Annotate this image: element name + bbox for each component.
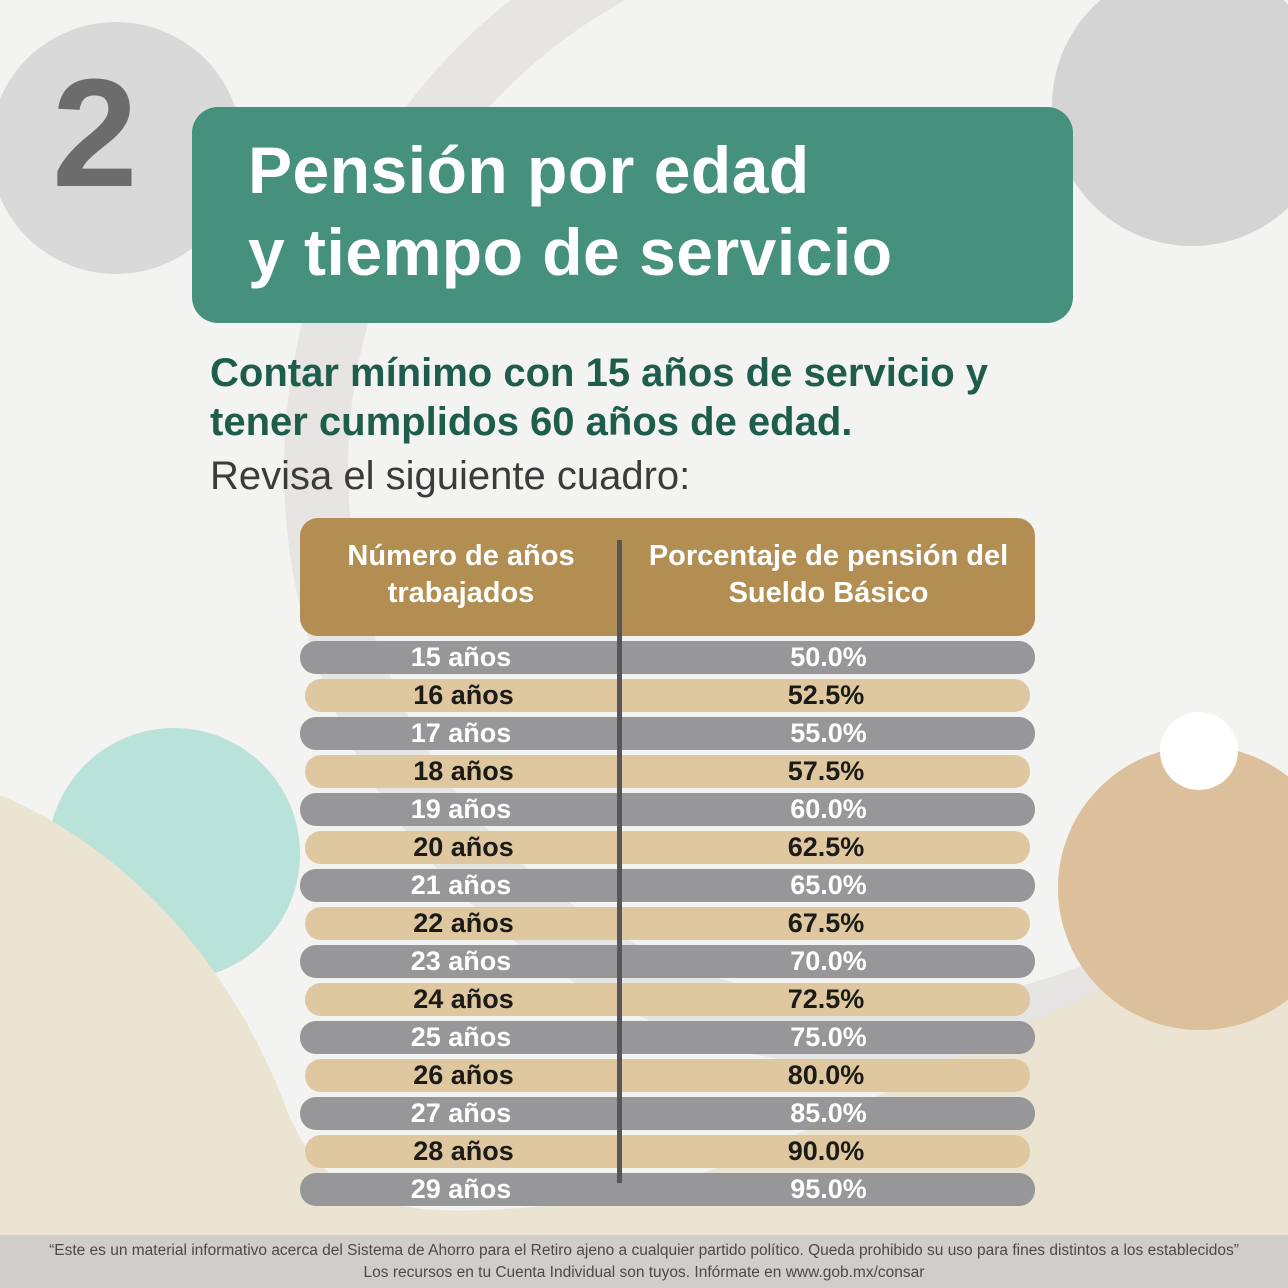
table-row: 15 años 50.0% — [300, 641, 1035, 674]
years-cell: 19 años — [410, 794, 512, 824]
table-row: 22 años 67.5% — [305, 907, 1030, 940]
years-cell: 23 años — [410, 946, 512, 976]
percent-cell: 90.0% — [787, 1136, 865, 1166]
page-title-line-2: y tiempo de servicio — [248, 215, 893, 289]
title-box: Pensión por edad y tiempo de servicio — [192, 107, 1073, 323]
table-row: 23 años 70.0% — [300, 945, 1035, 978]
table-row: 27 años 85.0% — [300, 1097, 1035, 1130]
percent-cell: 70.0% — [790, 946, 867, 976]
years-cell: 29 años — [410, 1174, 512, 1204]
percent-cell: 55.0% — [790, 718, 867, 748]
table-column-divider — [617, 540, 622, 1183]
percent-cell: 95.0% — [790, 1174, 867, 1204]
column-header-years: Número de años trabajados — [347, 540, 575, 609]
column-header-percent: Porcentaje de pensión del Sueldo Básico — [648, 540, 1009, 609]
table-rows: 15 años 50.0% 16 años 52.5% 17 años 55.0… — [300, 641, 1035, 1206]
requirement-text: Contar mínimo con 15 años de servicio y … — [210, 349, 988, 447]
footer-info: Los recursos en tu Cuenta Individual son… — [363, 1264, 925, 1281]
percent-cell: 52.5% — [787, 680, 865, 710]
pension-table: Número de años trabajados Porcentaje de … — [300, 518, 1035, 1206]
instruction-text: Revisa el siguiente cuadro: — [210, 454, 691, 498]
footer-disclaimer: “Este es un material informativo acerca … — [49, 1242, 1239, 1259]
percent-cell: 67.5% — [787, 908, 865, 938]
percent-cell: 72.5% — [787, 984, 865, 1014]
percent-cell: 75.0% — [790, 1022, 867, 1052]
table-row: 28 años 90.0% — [305, 1135, 1030, 1168]
years-cell: 22 años — [413, 908, 514, 938]
years-cell: 25 años — [410, 1022, 512, 1052]
requirement-line-2: tener cumplidos 60 años de edad. — [210, 400, 853, 444]
table-row: 16 años 52.5% — [305, 679, 1030, 712]
table-row: 21 años 65.0% — [300, 869, 1035, 902]
table-row: 26 años 80.0% — [305, 1059, 1030, 1092]
requirement-line-1: Contar mínimo con 15 años de servicio y — [210, 351, 989, 395]
page-title-line-1: Pensión por edad — [248, 133, 810, 207]
percent-cell: 80.0% — [787, 1060, 865, 1090]
years-cell: 28 años — [413, 1136, 514, 1166]
years-cell: 26 años — [413, 1060, 514, 1090]
years-cell: 20 años — [413, 832, 514, 862]
percent-cell: 60.0% — [790, 794, 867, 824]
years-cell: 27 años — [410, 1098, 512, 1128]
years-cell: 15 años — [410, 642, 512, 672]
table-row: 24 años 72.5% — [305, 983, 1030, 1016]
years-cell: 24 años — [413, 984, 514, 1014]
footer-bar: “Este es un material informativo acerca … — [0, 1235, 1288, 1288]
years-cell: 18 años — [413, 756, 514, 786]
percent-cell: 50.0% — [790, 642, 867, 672]
table-header: Número de años trabajados Porcentaje de … — [300, 518, 1035, 636]
table-row: 25 años 75.0% — [300, 1021, 1035, 1054]
table-row: 29 años 95.0% — [300, 1173, 1035, 1206]
years-cell: 16 años — [413, 680, 514, 710]
table-row: 19 años 60.0% — [300, 793, 1035, 826]
percent-cell: 65.0% — [790, 870, 867, 900]
percent-cell: 57.5% — [787, 756, 865, 786]
table-row: 20 años 62.5% — [305, 831, 1030, 864]
years-cell: 21 años — [410, 870, 512, 900]
years-cell: 17 años — [410, 718, 512, 748]
step-number: 2 — [52, 47, 138, 219]
table-row: 17 años 55.0% — [300, 717, 1035, 750]
percent-cell: 62.5% — [787, 832, 865, 862]
table-row: 18 años 57.5% — [305, 755, 1030, 788]
percent-cell: 85.0% — [790, 1098, 867, 1128]
